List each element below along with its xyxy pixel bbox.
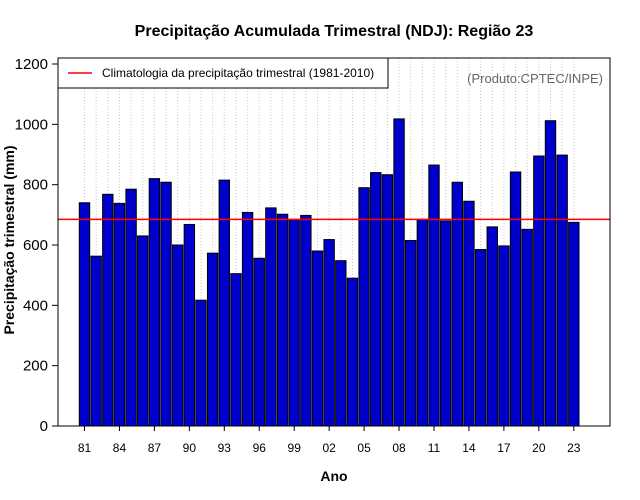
y-tick-label-800: 800 (23, 177, 48, 194)
bar-2022 (556, 154, 568, 427)
x-tick-label-1996: 96 (253, 441, 267, 455)
x-tick-label-1993: 93 (218, 441, 232, 455)
bar-2011 (428, 164, 440, 427)
bar-2018 (509, 171, 522, 427)
x-tick-label-1990: 90 (183, 441, 197, 455)
bar-1982 (90, 255, 102, 427)
bar-2016 (486, 226, 498, 427)
bar-1995 (241, 211, 254, 427)
y-axis: 0 200 400 600 800 1000 1200 (15, 56, 58, 435)
x-tick-label-2008: 08 (392, 441, 406, 455)
bar-2012 (439, 220, 452, 427)
bar-1999 (288, 219, 300, 427)
x-tick-label-2014: 14 (462, 441, 476, 455)
y-tick-label-1200: 1200 (15, 56, 48, 73)
bar-2005 (358, 187, 370, 427)
bar-1990 (183, 223, 196, 427)
x-tick-label-2005: 05 (357, 441, 371, 455)
x-tick-label-1999: 99 (288, 441, 302, 455)
bar-1991 (195, 299, 207, 427)
y-tick-label-200: 200 (23, 358, 48, 375)
x-axis-label: Ano (320, 468, 347, 484)
x-tick-label-2020: 20 (532, 441, 546, 455)
bar-2014 (463, 200, 475, 427)
x-tick-label-2023: 23 (567, 441, 581, 455)
bar-1998 (276, 213, 289, 427)
chart-title: Precipitação Acumulada Trimestral (NDJ):… (135, 23, 534, 40)
bar-2007 (381, 174, 394, 427)
bar-1984 (113, 202, 126, 427)
bar-1985 (125, 188, 137, 427)
x-tick-label-1981: 81 (78, 441, 92, 455)
bar-2023 (568, 221, 580, 427)
bar-series (78, 118, 580, 427)
bar-1997 (265, 207, 277, 427)
bar-1986 (137, 235, 149, 427)
bar-2009 (405, 239, 417, 427)
bar-1996 (253, 257, 265, 427)
bar-1983 (102, 193, 114, 427)
bar-2006 (370, 172, 382, 427)
bar-2019 (521, 228, 533, 427)
legend-box (57, 57, 389, 89)
bar-1992 (206, 252, 219, 427)
bar-1993 (218, 179, 231, 427)
bar-2021 (544, 120, 557, 427)
y-tick-label-600: 600 (23, 237, 48, 254)
legend-label: Climatologia da precipitação trimestral … (102, 66, 374, 80)
bar-2002 (323, 239, 335, 427)
bar-1994 (230, 273, 242, 427)
bar-2003 (335, 260, 347, 427)
credit-text: (Produto:CPTEC/INPE) (467, 71, 603, 86)
y-axis-label: Precipitação trimestral (mm) (1, 145, 17, 334)
bar-2017 (498, 245, 510, 427)
bar-2008 (393, 118, 405, 427)
bar-1987 (148, 178, 161, 427)
bar-2020 (533, 155, 545, 427)
bar-2001 (311, 250, 324, 427)
bar-2000 (300, 214, 312, 427)
x-tick-label-1987: 87 (148, 441, 162, 455)
bar-2015 (474, 249, 487, 427)
bar-2010 (416, 218, 429, 427)
x-tick-label-2017: 17 (497, 441, 511, 455)
x-tick-label-2002: 02 (322, 441, 336, 455)
y-tick-label-1000: 1000 (15, 116, 48, 133)
bar-1981 (78, 202, 91, 427)
x-tick-label-1984: 84 (113, 441, 127, 455)
legend: Climatologia da precipitação trimestral … (57, 57, 389, 89)
x-tick-label-2011: 11 (428, 441, 441, 455)
y-tick-label-400: 400 (23, 297, 48, 314)
y-tick-label-0: 0 (40, 418, 48, 435)
bar-1989 (172, 244, 184, 427)
bar-2004 (346, 277, 359, 427)
x-axis: 81 84 87 90 93 96 99 02 05 08 11 14 17 20 23 (78, 426, 581, 455)
